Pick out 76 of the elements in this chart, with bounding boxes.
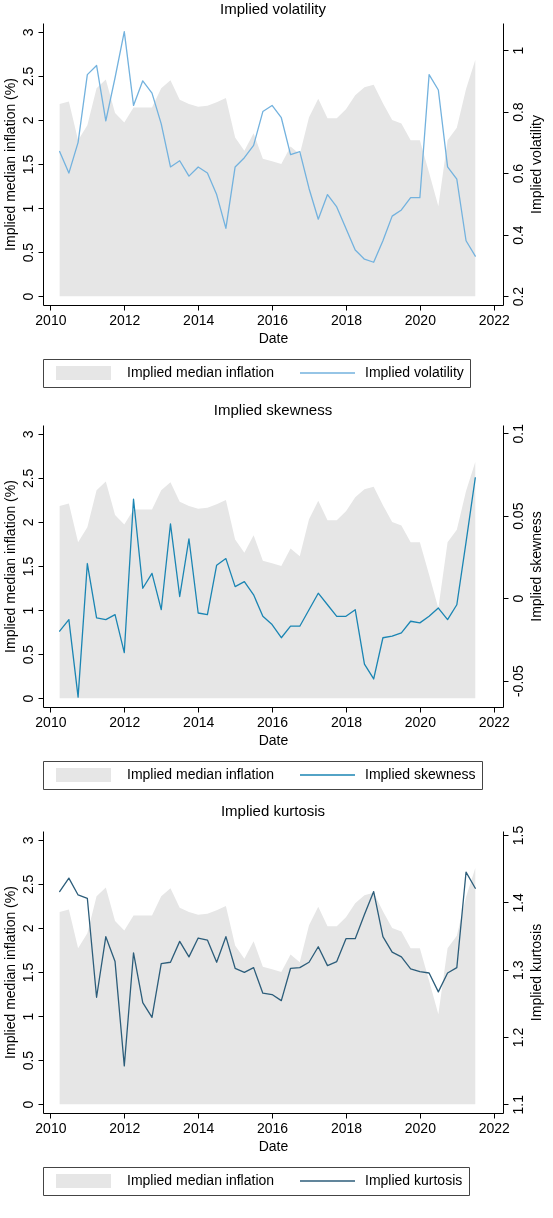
x-tick-label: 2016: [257, 713, 289, 730]
y-tick-label: 0.5: [19, 644, 36, 665]
chart-title: Implied kurtosis: [220, 802, 326, 820]
legend-label: Implied kurtosis: [365, 1172, 463, 1188]
x-tick-label: 2022: [478, 311, 511, 328]
y-tick-label: 2: [19, 518, 36, 527]
legend-label: Implied median inflation: [127, 766, 275, 782]
y-tick-label: 1: [19, 1012, 36, 1021]
y2-tick-label: 0.2: [509, 286, 526, 307]
y2-tick-label: 1.4: [509, 892, 526, 913]
x-tick-label: 2020: [404, 1119, 437, 1136]
y2-tick-label: 0.8: [509, 102, 526, 122]
y-tick-label: 2: [19, 924, 36, 933]
x-tick-label: 2020: [404, 713, 437, 730]
y-tick-label: 2: [19, 116, 36, 125]
x-tick-label: 2012: [109, 713, 141, 730]
legend-label: Implied median inflation: [127, 364, 275, 380]
line-series: [58, 30, 476, 263]
y-tick-label: 0: [19, 292, 36, 301]
x-tick-label: 2016: [257, 1119, 289, 1136]
x-tick-label: 2022: [478, 713, 511, 730]
legend-label: Implied skewness: [365, 766, 476, 782]
x-axis-title: Date: [258, 1137, 289, 1154]
y-tick-label: 1: [19, 606, 36, 615]
y2-axis-title: Implied skewness: [527, 511, 544, 622]
y-tick-label: 3: [19, 836, 36, 845]
chart-title: Implied volatility: [220, 0, 327, 17]
y-tick-label: 1: [19, 204, 36, 213]
y2-tick-label: 0: [509, 594, 526, 603]
y-axis-title: Implied median inflation (%): [1, 78, 18, 251]
y-tick-label: 2.5: [19, 874, 36, 895]
y2-tick-label: 1.2: [509, 1027, 526, 1048]
y-axis-title: Implied median inflation (%): [1, 886, 18, 1059]
x-tick-label: 2018: [330, 713, 363, 730]
x-tick-label: 2020: [404, 311, 437, 328]
x-tick-label: 2014: [183, 713, 215, 730]
x-tick-label: 2010: [35, 713, 67, 730]
y2-tick-label: 0.4: [509, 225, 526, 245]
y-tick-label: 0: [19, 1100, 36, 1109]
y-tick-label: 1.5: [19, 962, 36, 983]
y-tick-label: 0: [19, 694, 36, 703]
y-axis-title: Implied median inflation (%): [1, 480, 18, 653]
y2-tick-label: 0.6: [509, 163, 526, 184]
y-tick-label: 3: [19, 430, 36, 439]
x-tick-label: 2014: [183, 1119, 215, 1136]
y2-axis-title: Implied volatility: [527, 115, 544, 214]
x-axis-title: Date: [258, 329, 289, 346]
x-tick-label: 2022: [478, 1119, 511, 1136]
y2-tick-label: 1: [509, 46, 526, 55]
y-tick-label: 1.5: [19, 154, 36, 175]
y2-tick-label: 0.1: [509, 423, 526, 444]
x-axis-title: Date: [258, 731, 289, 748]
legend-label: Implied median inflation: [127, 1172, 275, 1188]
y2-axis-title: Implied kurtosis: [527, 923, 544, 1022]
x-tick-label: 2012: [109, 1119, 141, 1136]
y2-tick-label: 1.5: [509, 825, 526, 846]
x-tick-label: 2012: [109, 311, 141, 328]
line-series: [58, 871, 476, 1067]
y-tick-label: 0.5: [19, 242, 36, 263]
y-tick-label: 3: [19, 28, 36, 37]
x-tick-label: 2010: [35, 1119, 67, 1136]
legend-label: Implied volatility: [365, 364, 464, 380]
y-tick-label: 0.5: [19, 1050, 36, 1071]
x-tick-label: 2016: [257, 311, 289, 328]
y2-tick-label: 1.1: [509, 1094, 526, 1115]
y-tick-label: 1.5: [19, 556, 36, 577]
chart-title: Implied skewness: [213, 400, 333, 418]
y-tick-label: 2.5: [19, 66, 36, 87]
x-tick-label: 2018: [330, 1119, 363, 1136]
y2-tick-label: 1.3: [509, 960, 526, 980]
y2-tick-label: 0.05: [509, 502, 526, 530]
x-tick-label: 2010: [35, 311, 67, 328]
y2-tick-label: -0.05: [509, 664, 526, 698]
x-tick-label: 2018: [330, 311, 363, 328]
y-tick-label: 2.5: [19, 468, 36, 489]
x-tick-label: 2014: [183, 311, 215, 328]
